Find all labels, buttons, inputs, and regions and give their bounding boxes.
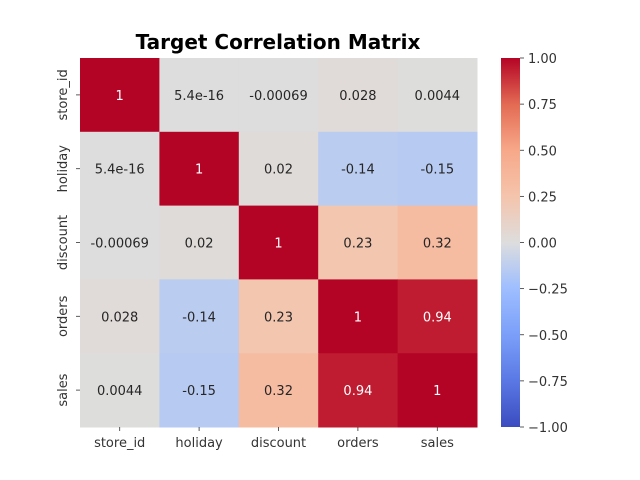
cell-value-label: -0.15 [420, 163, 454, 178]
heatmap-cell [397, 353, 478, 428]
x-tick-label: orders [337, 436, 379, 451]
heatmap-cell [80, 131, 160, 207]
heatmap-cells: 1 5.4e-16 -0.00069 0.028 0.0044 5.4e-16 1 0.02 -… [80, 58, 478, 428]
cell-value-label: 1 [354, 310, 362, 325]
cell-value-label: -0.00069 [90, 237, 148, 252]
x-tick-label: discount [251, 436, 306, 451]
heatmap-cell [397, 205, 478, 280]
cell-value-label: 0.94 [343, 384, 372, 399]
heatmap-cell [80, 58, 160, 133]
cell-value-label: 1 [195, 163, 203, 178]
heatmap-cell [397, 279, 478, 354]
x-tick-label: store_id [94, 436, 145, 451]
x-tick-label: holiday [175, 436, 223, 451]
cell-value-label: -0.15 [182, 384, 216, 399]
y-tick-label: discount [56, 215, 71, 270]
heatmap-cell [318, 279, 399, 354]
cell-value-label: -0.14 [182, 310, 216, 325]
heatmap-cell [238, 131, 319, 207]
heatmap-cell [397, 58, 478, 133]
cell-value-label: 0.23 [343, 237, 372, 252]
heatmap-cell [80, 353, 160, 428]
colorbar-gradient [501, 58, 520, 427]
y-tick-label: holiday [56, 145, 71, 193]
cell-value-label: 1 [433, 384, 441, 399]
heatmap-cell [238, 58, 319, 133]
heatmap-cell [318, 205, 399, 280]
heatmap-cell [80, 205, 160, 280]
cell-value-label: 0.32 [423, 237, 452, 252]
heatmap-cell [159, 353, 240, 428]
colorbar-tick-label: −1.00 [528, 421, 568, 436]
cell-value-label: -0.14 [341, 163, 375, 178]
heatmap-cell [159, 279, 240, 354]
cell-value-label: 1 [116, 89, 124, 104]
colorbar-tick-label: −0.25 [528, 283, 568, 298]
colorbar-tick-label: 0.25 [528, 190, 557, 205]
colorbar-tick-label: 1.00 [528, 52, 557, 67]
cell-value-label: 0.02 [264, 163, 293, 178]
colorbar-tick-label: 0.50 [528, 144, 557, 159]
heatmap-cell [159, 205, 240, 280]
cell-value-label: 0.028 [339, 89, 376, 104]
cell-value-label: 5.4e-16 [95, 163, 145, 178]
cell-value-label: -0.00069 [249, 89, 307, 104]
cell-value-label: 0.32 [264, 384, 293, 399]
cell-value-label: 0.0044 [415, 89, 461, 104]
heatmap-cell [238, 205, 319, 280]
y-tick-label: store_id [56, 69, 71, 120]
cell-value-label: 5.4e-16 [174, 89, 224, 104]
chart-title: Target Correlation Matrix [136, 30, 421, 54]
colorbar: 1.00 0.75 0.50 0.25 0.00 −0.25 −0.50 −0.75 −1.00 [501, 52, 568, 436]
cell-value-label: 0.23 [264, 310, 293, 325]
colorbar-tick-label: 0.00 [528, 237, 557, 252]
cell-value-label: 0.028 [101, 310, 138, 325]
heatmap-cell [318, 353, 399, 428]
heatmap-cell [238, 353, 319, 428]
heatmap-cell [318, 58, 399, 133]
colorbar-tick-label: −0.75 [528, 375, 568, 390]
heatmap-cell [397, 131, 478, 207]
cell-value-label: 0.0044 [97, 384, 143, 399]
colorbar-tick-label: −0.50 [528, 329, 568, 344]
y-tick-label: orders [56, 295, 71, 337]
heatmap-cell [238, 279, 319, 354]
cell-value-label: 0.94 [423, 310, 452, 325]
y-tick-label: sales [56, 373, 71, 406]
cell-value-label: 1 [274, 237, 282, 252]
heatmap-cell [159, 58, 240, 133]
x-tick-label: sales [421, 436, 454, 451]
x-axis: store_id holiday discount orders sales [94, 427, 454, 451]
cell-value-label: 0.02 [185, 237, 214, 252]
heatmap-cell [159, 131, 240, 207]
heatmap-cell [80, 279, 160, 354]
heatmap-cell [318, 131, 399, 207]
colorbar-tick-label: 0.75 [528, 98, 557, 113]
